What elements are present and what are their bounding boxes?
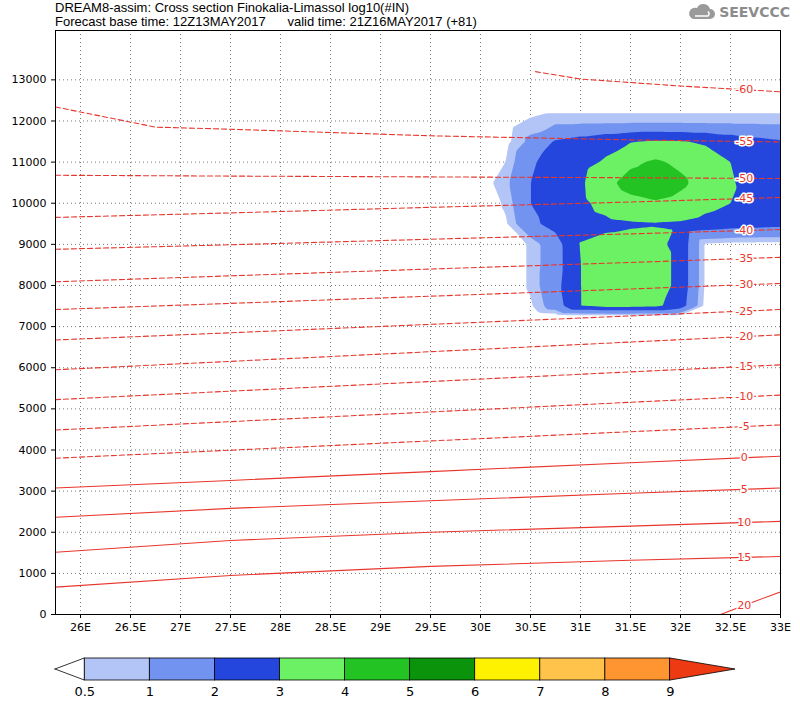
svg-text:-20: -20 [735,330,753,343]
svg-text:11000: 11000 [12,156,47,169]
svg-text:5: 5 [741,483,748,496]
svg-text:3000: 3000 [19,485,47,498]
svg-text:8000: 8000 [19,279,47,292]
svg-text:7000: 7000 [19,320,47,333]
svg-text:-25: -25 [735,305,753,318]
svg-text:9000: 9000 [19,238,47,251]
svg-text:0: 0 [40,608,47,621]
svg-text:-35: -35 [735,252,753,265]
svg-text:29E: 29E [370,621,391,634]
svg-text:31.5E: 31.5E [615,621,646,634]
svg-text:31E: 31E [570,621,591,634]
svg-text:26E: 26E [70,621,91,634]
svg-text:32.5E: 32.5E [715,621,746,634]
svg-text:0.5: 0.5 [74,684,95,699]
svg-text:6: 6 [471,684,479,699]
svg-text:30.5E: 30.5E [515,621,546,634]
svg-text:27.5E: 27.5E [215,621,246,634]
svg-text:20: 20 [737,599,751,612]
svg-text:15: 15 [737,551,751,564]
svg-text:13000: 13000 [12,73,47,86]
svg-text:-10: -10 [735,390,753,403]
html-text:DREAM8-assim: Cross section Fi: DREAM8-assim: Cross section Finokalia-Li… [55,0,409,15]
svg-text:12000: 12000 [12,114,47,127]
svg-text:1000: 1000 [19,567,47,580]
svg-text:-15: -15 [735,360,753,373]
svg-text:-45: -45 [735,192,753,205]
svg-text:-40: -40 [735,224,753,237]
html-text:SEEVCCC: SEEVCCC [719,4,790,20]
svg-text:33E: 33E [770,621,791,634]
svg-text:28E: 28E [270,621,291,634]
svg-text:1: 1 [146,684,154,699]
svg-text:3: 3 [276,684,284,699]
svg-text:5: 5 [406,684,414,699]
svg-text:10: 10 [737,516,751,529]
svg-text:-50: -50 [735,172,753,185]
svg-text:29.5E: 29.5E [415,621,446,634]
svg-text:27E: 27E [170,621,191,634]
svg-text:-55: -55 [735,135,753,148]
svg-text:6000: 6000 [19,361,47,374]
html-text:Forecast base time: 12Z13MAY20: Forecast base time: 12Z13MAY2017 valid t… [55,14,477,29]
svg-text:4000: 4000 [19,444,47,457]
svg-text:26.5E: 26.5E [115,621,146,634]
svg-text:-60: -60 [735,83,753,96]
svg-text:32E: 32E [670,621,691,634]
svg-text:28.5E: 28.5E [315,621,346,634]
svg-text:0: 0 [741,451,748,464]
svg-text:-5: -5 [739,420,750,433]
svg-text:2: 2 [211,684,219,699]
svg-text:2000: 2000 [19,526,47,539]
svg-text:9: 9 [666,684,674,699]
svg-text:10000: 10000 [12,197,47,210]
svg-text:-30: -30 [735,278,753,291]
svg-text:7: 7 [536,684,544,699]
svg-text:30E: 30E [470,621,491,634]
svg-text:8: 8 [601,684,609,699]
svg-text:4: 4 [341,684,349,699]
svg-text:5000: 5000 [19,402,47,415]
